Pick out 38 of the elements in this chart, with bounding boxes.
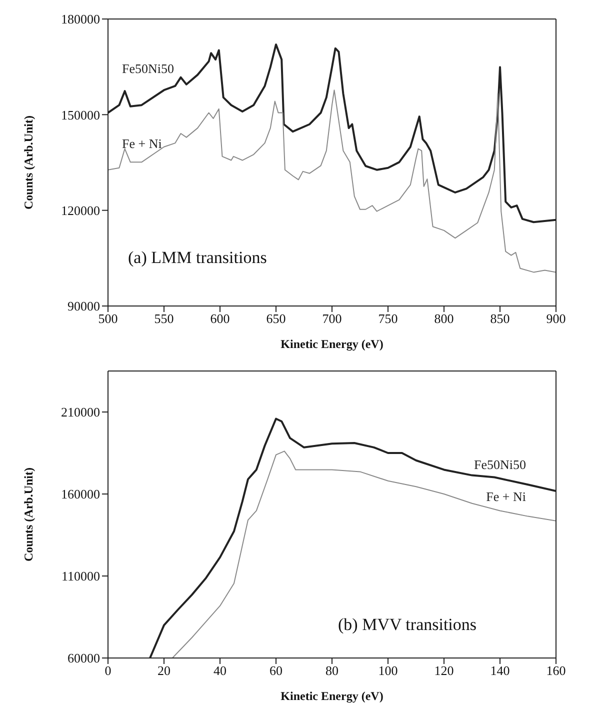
x-tick-label: 20 [158,663,170,678]
annotation: (b) MVV transitions [338,615,477,635]
series-label: Fe50Ni50 [122,60,174,76]
y-tick-label: 160000 [61,486,100,502]
x-tick-label: 550 [154,311,174,326]
x-tick-label: 80 [326,663,338,678]
x-tick-label: 800 [434,311,454,326]
y-tick-label: 150000 [61,107,100,122]
series-label: Fe50Ni50 [474,457,526,472]
x-tick-label: 900 [546,311,566,326]
x-axis-title: Kinetic Energy (eV) [280,689,384,703]
y-tick-label: 110000 [61,568,100,584]
y-axis-title: Counts (Arb.Unit) [21,467,36,562]
y-axis-title: Counts (Arb.Unit) [21,115,36,210]
y-tick-label: 210000 [61,404,100,420]
line-series [108,90,556,273]
series-label: Fe + Ni [486,488,526,504]
y-tick-label: 60000 [68,650,100,666]
annotation: (a) LMM transitions [128,248,267,268]
x-tick-label: 160 [546,663,566,678]
series-label: Fe + Ni [122,136,162,151]
x-tick-label: 120 [434,663,454,678]
x-tick-label: 100 [378,663,398,678]
x-tick-label: 700 [322,311,342,326]
x-tick-label: 650 [266,311,286,326]
y-tick-label: 90000 [68,298,100,314]
x-axis-title: Kinetic Energy (eV) [280,337,384,351]
x-tick-label: 600 [210,311,230,326]
x-tick-label: 0 [104,663,112,678]
y-tick-label: 180000 [61,12,100,27]
x-tick-label: 850 [490,311,510,326]
x-tick-label: 750 [378,311,398,326]
x-tick-label: 140 [490,663,510,678]
x-tick-label: 500 [98,311,118,326]
x-tick-label: 40 [214,663,226,678]
y-tick-label: 120000 [61,202,100,218]
line-series [172,450,556,658]
x-tick-label: 60 [270,663,282,678]
